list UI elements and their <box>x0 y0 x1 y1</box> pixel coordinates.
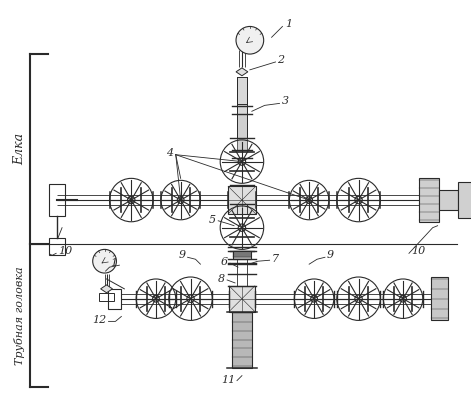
Bar <box>419 178 438 222</box>
Text: 6: 6 <box>221 257 228 267</box>
Bar <box>229 286 255 312</box>
Bar <box>49 238 65 255</box>
Text: 11: 11 <box>221 375 235 384</box>
Bar <box>458 182 474 218</box>
Bar <box>237 114 247 150</box>
Text: 1: 1 <box>110 258 118 268</box>
Circle shape <box>236 27 264 54</box>
Bar <box>237 185 247 200</box>
Text: 9: 9 <box>179 250 186 260</box>
Text: 2: 2 <box>277 55 285 65</box>
Bar <box>438 190 458 210</box>
Text: Трубная головка: Трубная головка <box>14 267 25 365</box>
Text: 5: 5 <box>209 215 216 225</box>
Text: 10: 10 <box>58 246 73 256</box>
Text: 12: 12 <box>92 315 107 326</box>
Text: 8: 8 <box>218 274 225 284</box>
Bar <box>49 184 65 216</box>
Polygon shape <box>236 68 248 76</box>
Text: 4: 4 <box>165 148 173 158</box>
Bar <box>99 293 114 301</box>
Bar <box>237 77 247 104</box>
Bar <box>237 77 247 138</box>
Bar <box>108 289 121 308</box>
Text: 1: 1 <box>285 20 292 29</box>
Circle shape <box>93 249 117 273</box>
Bar <box>233 252 251 259</box>
Bar <box>232 312 252 368</box>
Text: 10: 10 <box>411 246 425 256</box>
Bar <box>431 277 448 320</box>
Text: 9: 9 <box>327 250 334 260</box>
Text: 7: 7 <box>272 254 279 264</box>
Text: 3: 3 <box>282 97 289 106</box>
Polygon shape <box>100 285 112 293</box>
Bar <box>228 186 256 214</box>
Text: Елка: Елка <box>13 133 26 165</box>
